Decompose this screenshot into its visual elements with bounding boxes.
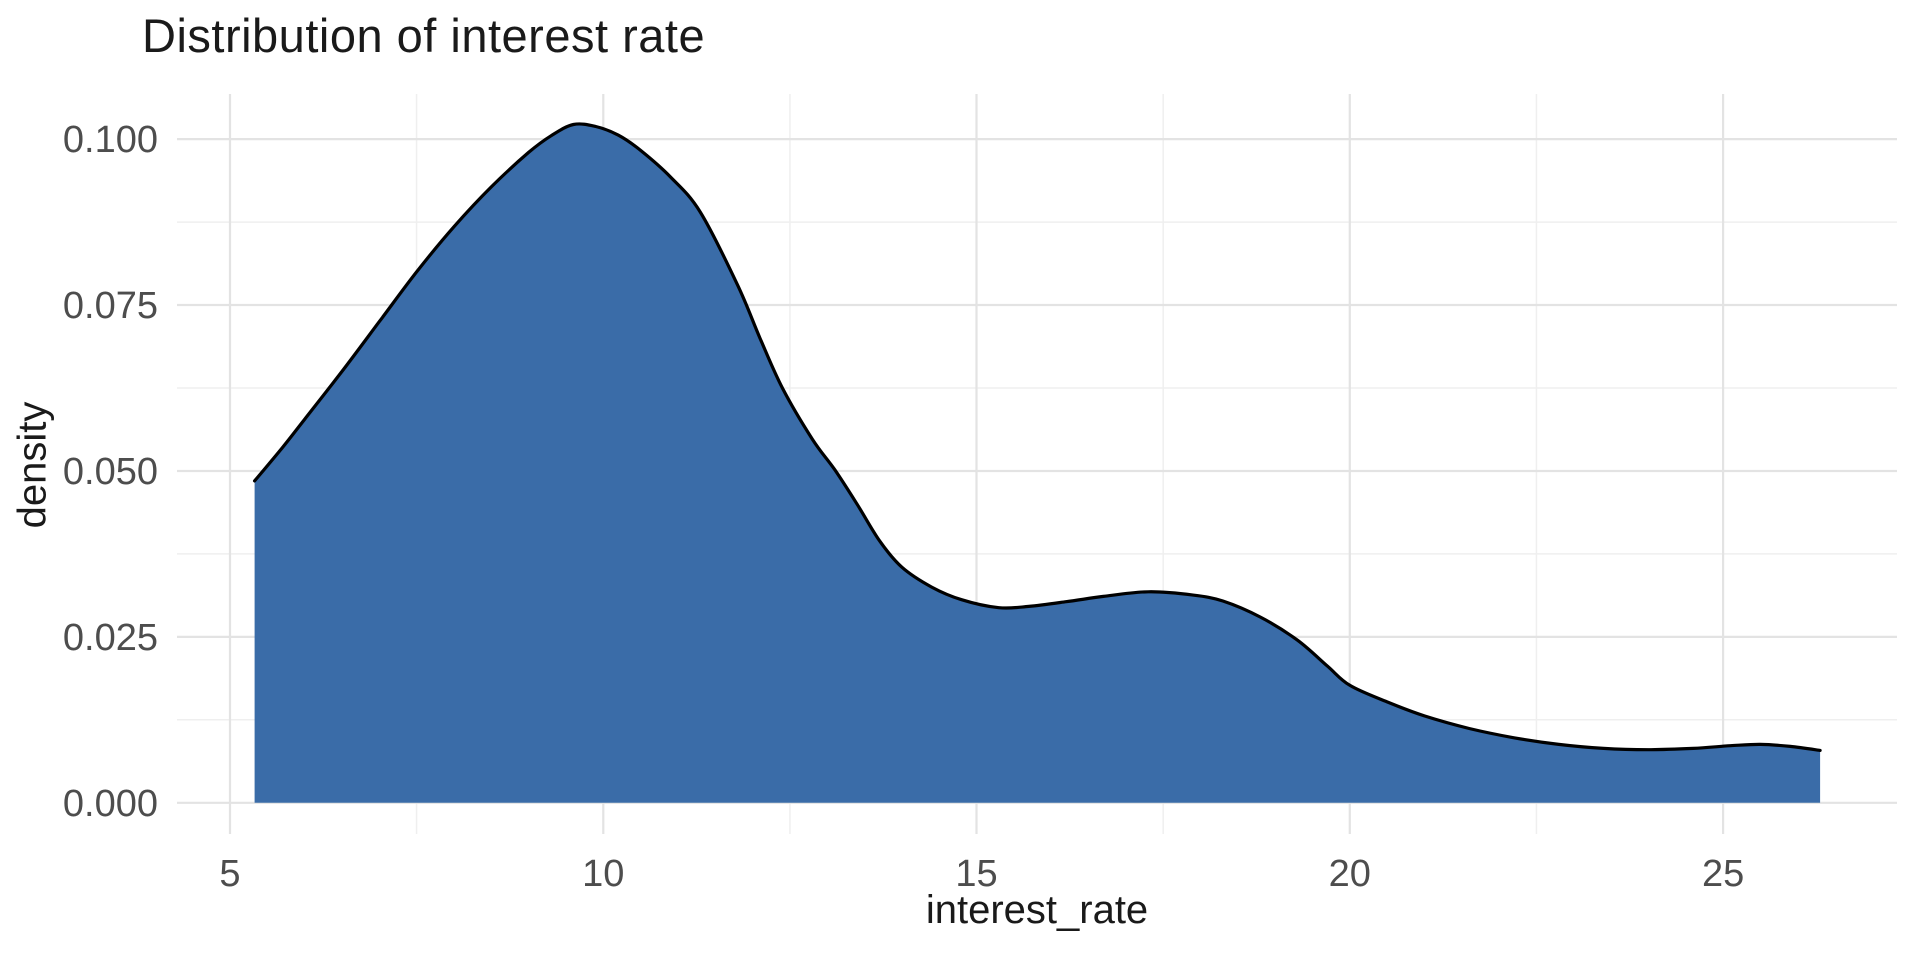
x-axis-title: interest_rate	[925, 888, 1149, 932]
y-tick-label: 0.075	[63, 285, 158, 327]
x-tick-label: 20	[1329, 853, 1371, 895]
y-tick-label: 0.025	[63, 617, 158, 659]
x-tick-label: 15	[955, 853, 997, 895]
density-area	[254, 123, 1821, 803]
y-tick-label: 0.100	[63, 119, 158, 161]
y-tick-label: 0.050	[63, 451, 158, 493]
density-curve	[253, 122, 1822, 752]
x-tick-label: 5	[219, 853, 240, 895]
x-tick-label: 10	[582, 853, 624, 895]
x-tick-label: 25	[1702, 853, 1744, 895]
y-tick-label: 0.000	[63, 783, 158, 825]
plot-title: Distribution of interest rate	[142, 9, 706, 62]
